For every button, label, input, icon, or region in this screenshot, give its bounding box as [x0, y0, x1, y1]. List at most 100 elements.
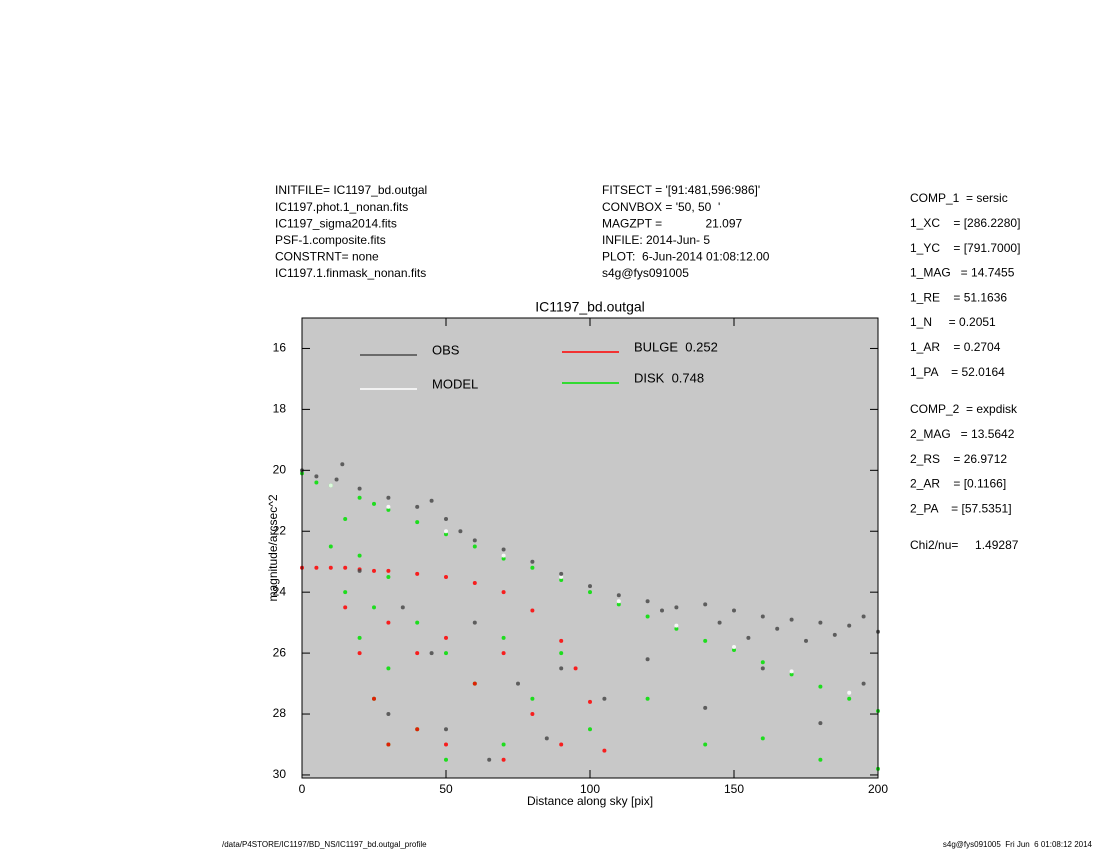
data-point [847, 696, 852, 701]
data-point [415, 571, 420, 576]
data-point [760, 736, 765, 741]
data-point [674, 623, 679, 628]
data-point [703, 705, 708, 710]
data-point [386, 568, 391, 573]
header-line: PLOT: 6-Jun-2014 01:08:12.00 [602, 250, 770, 264]
data-point [444, 742, 448, 747]
data-point [775, 626, 780, 631]
data-point [357, 568, 362, 573]
header-line: INFILE: 2014-Jun- 5 [602, 233, 710, 247]
data-point [400, 605, 405, 610]
parameter: 2_MAG = 13.5642 [910, 427, 1015, 441]
header-line: s4g@fys091005 [602, 266, 689, 280]
parameter: 1_AR = 0.2704 [910, 340, 1001, 354]
data-point [328, 544, 333, 549]
data-point [602, 748, 607, 753]
data-point [386, 507, 391, 512]
data-point [444, 532, 448, 537]
data-point [559, 742, 564, 747]
y-axis-label: magnitude/arcsec^2 [266, 494, 280, 601]
data-point [357, 651, 362, 656]
legend-label: DISK 0.748 [634, 370, 704, 385]
parameter: COMP_2 = expdisk [910, 402, 1018, 416]
data-point [760, 614, 765, 619]
data-point [472, 681, 477, 686]
data-point [847, 690, 852, 695]
parameter: 1_N = 0.2051 [910, 315, 996, 329]
data-point [861, 614, 866, 619]
data-point [343, 605, 348, 610]
x-axis-label: Distance along sky [pix] [527, 794, 653, 808]
plot-background [302, 318, 878, 778]
data-point [501, 757, 506, 762]
data-point [444, 757, 448, 762]
data-point [444, 517, 448, 522]
data-point [386, 712, 391, 717]
data-point [372, 501, 376, 506]
footer-left: /data/P4STORE/IC1197/BD_NS/IC1197_bd.out… [222, 840, 427, 849]
data-point [559, 577, 564, 582]
y-tick-label: 20 [273, 462, 287, 476]
data-point [703, 602, 708, 607]
parameter: 2_RS = 26.9712 [910, 452, 1007, 466]
data-point [616, 602, 621, 607]
x-tick-label: 0 [299, 782, 306, 796]
data-point [501, 547, 506, 552]
data-point [588, 699, 592, 704]
parameter: 2_PA = [57.5351] [910, 501, 1012, 515]
data-point [804, 638, 808, 643]
data-point [357, 495, 362, 500]
header-line: CONVBOX = '50, 50 ' [602, 200, 720, 214]
data-point [588, 584, 592, 589]
data-point [357, 486, 362, 491]
legend-label: BULGE 0.252 [634, 339, 718, 354]
data-point [645, 696, 650, 701]
parameter: 1_RE = 51.1636 [910, 290, 1007, 304]
data-point [357, 553, 362, 558]
data-point [530, 712, 535, 717]
data-point [544, 736, 549, 741]
data-point [832, 632, 837, 637]
header-line: INITFILE= IC1197_bd.outgal [275, 183, 427, 197]
header-line: IC1197.phot.1_nonan.fits [275, 200, 408, 214]
data-point [472, 538, 477, 543]
x-tick-label: 200 [868, 782, 888, 796]
data-point [386, 504, 391, 509]
data-point [415, 520, 420, 525]
header-line: PSF-1.composite.fits [275, 233, 386, 247]
y-tick-label: 22 [273, 523, 287, 537]
data-point [861, 681, 866, 686]
data-point [386, 495, 391, 500]
parameter: Chi2/nu= 1.49287 [910, 538, 1019, 552]
y-tick-label: 26 [273, 645, 287, 659]
y-tick-label: 28 [273, 706, 287, 720]
data-point [415, 620, 420, 625]
data-point [386, 620, 391, 625]
data-point [472, 544, 477, 549]
parameter: 1_MAG = 14.7455 [910, 266, 1015, 280]
data-point [789, 617, 794, 622]
data-point [314, 480, 319, 485]
header-line: IC1197.1.finmask_nonan.fits [275, 266, 426, 280]
data-point [314, 565, 319, 570]
data-point [789, 669, 794, 674]
data-point [703, 742, 708, 747]
data-point [429, 651, 434, 656]
x-tick-label: 100 [580, 782, 600, 796]
data-point [501, 553, 506, 558]
data-point [328, 565, 333, 570]
data-point [530, 608, 535, 613]
x-tick-label: 150 [724, 782, 744, 796]
data-point [818, 620, 823, 625]
data-point [559, 666, 564, 671]
chart-title: IC1197_bd.outgal [535, 299, 645, 315]
data-point [645, 657, 650, 662]
data-point [501, 742, 506, 747]
header-line: MAGZPT = 21.097 [602, 216, 742, 230]
data-point [732, 648, 736, 653]
data-point [334, 477, 339, 482]
data-point [444, 529, 448, 534]
data-point [372, 568, 376, 573]
legend-label: MODEL [432, 376, 478, 391]
